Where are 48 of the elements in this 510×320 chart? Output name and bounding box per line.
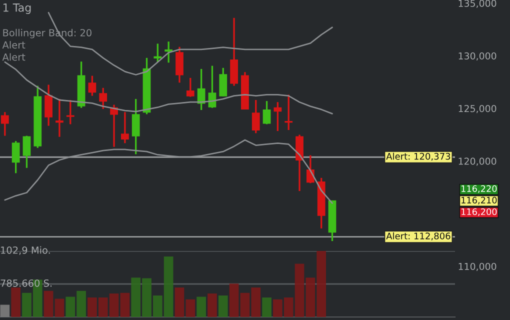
candlestick [186, 77, 194, 98]
y-tick-label: 120,000 [458, 158, 496, 166]
candlestick [262, 100, 271, 126]
candlestick [219, 67, 228, 98]
candlestick [0, 111, 9, 137]
candlestick [154, 42, 162, 63]
bar [44, 290, 54, 317]
chart-title: 1 Tag [3, 4, 31, 14]
candlestick [132, 98, 140, 156]
candlestick [274, 101, 282, 132]
text: 116,200 [462, 208, 497, 216]
text: 116,220 [462, 185, 497, 193]
line-series [48, 12, 333, 76]
bar [208, 293, 217, 317]
candlestick [164, 40, 173, 64]
candlestick [22, 134, 31, 169]
candlestick [120, 111, 129, 144]
y-tick-label: 110,000 [458, 262, 496, 271]
bar [196, 296, 206, 317]
candlestick [230, 17, 238, 87]
ref-line-label: 785.660 S. [0, 279, 52, 287]
annotation: Alert [2, 41, 26, 49]
text: 116,210 [462, 196, 497, 204]
candlestick [176, 46, 184, 84]
bar [218, 295, 228, 317]
ref-line-label: Alert: 112,806 [386, 232, 450, 240]
y-tick-label: 130,000 [458, 52, 496, 60]
candlestick [56, 98, 64, 138]
annotation: Alert [2, 53, 26, 61]
bar [0, 304, 10, 317]
bar [11, 288, 20, 317]
bar [262, 297, 272, 317]
bar [120, 292, 130, 317]
bar [229, 284, 239, 317]
candlestick [66, 99, 74, 126]
ref-line-label: Alert: 120,373 [386, 152, 450, 161]
candlestick [284, 94, 293, 131]
y-tick-label: 125,000 [458, 105, 496, 114]
candlestick [99, 87, 108, 110]
candlestick [296, 134, 304, 192]
candlestick [12, 140, 20, 174]
candlestick [88, 74, 96, 97]
bar [54, 298, 64, 317]
candlestick [44, 84, 52, 127]
candlestick [252, 99, 260, 134]
ref-line-label: 102,9 Mio. [1, 246, 50, 255]
y-tick-label: 135,000 [458, 0, 496, 8]
candlestick [197, 68, 206, 111]
